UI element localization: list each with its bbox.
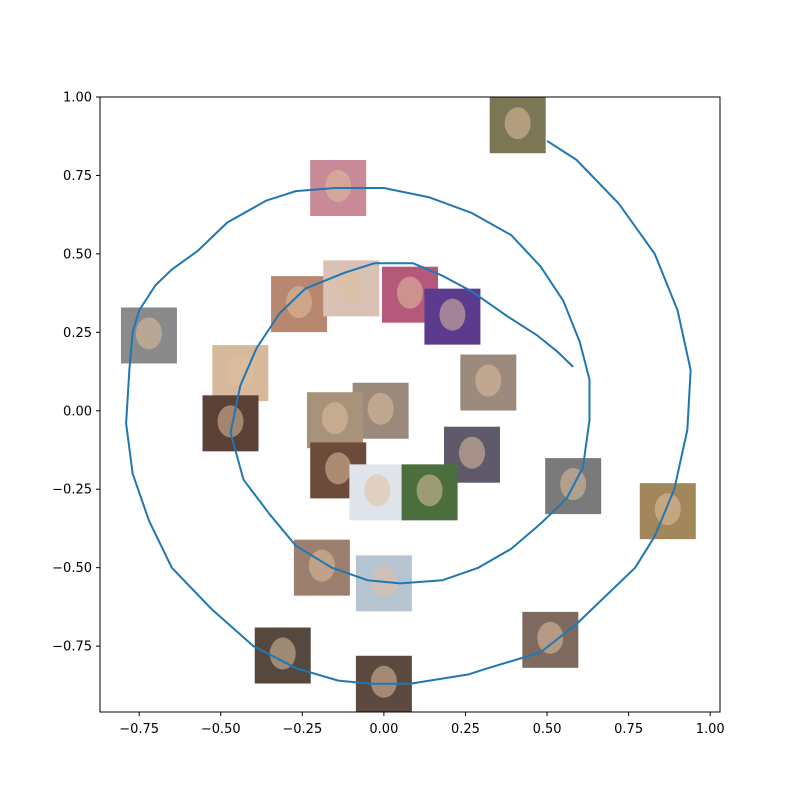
face-woman-blonde-braids — [522, 611, 579, 668]
face-woman-smile — [271, 276, 328, 333]
y-tick-label: 1.00 — [63, 91, 92, 106]
y-tick-label: 0.75 — [63, 169, 92, 184]
thumbnail-layer — [120, 97, 696, 712]
face-girl-outdoor — [401, 464, 458, 521]
face-icon — [364, 474, 391, 507]
x-tick-label: 1.00 — [696, 722, 725, 737]
face-icon — [654, 493, 681, 526]
face-icon — [217, 405, 244, 438]
y-tick-label: −0.75 — [52, 640, 92, 655]
face-icon — [537, 621, 564, 654]
x-tick-label: −0.75 — [119, 722, 159, 737]
face-man-headset — [254, 627, 311, 684]
face-boy — [212, 345, 269, 402]
face-icon — [325, 169, 352, 202]
x-tick-label: 0.75 — [614, 722, 643, 737]
series-line-layer — [125, 140, 692, 685]
face-icon — [397, 276, 423, 309]
x-tick-label: −0.50 — [201, 722, 241, 737]
face-icon — [504, 107, 531, 140]
face-icon — [227, 355, 254, 388]
face-man-headband — [639, 483, 696, 540]
face-icon — [269, 637, 296, 670]
face-icon — [367, 392, 394, 425]
x-tick-label: 0.25 — [451, 722, 480, 737]
y-tick-label: −0.50 — [52, 561, 92, 576]
x-tick-label: 0.50 — [533, 722, 562, 737]
y-axis: −0.75 −0.50 −0.25 0.00 0.25 0.50 0.75 1.00 — [52, 91, 100, 655]
face-icon — [286, 286, 313, 319]
face-icon — [459, 436, 485, 469]
face-camera — [120, 307, 177, 364]
y-tick-label: 0.50 — [63, 247, 92, 262]
y-tick-label: 0.00 — [63, 404, 92, 419]
face-icon — [370, 665, 397, 698]
face-baby-lying — [349, 464, 406, 521]
x-tick-label: −0.25 — [282, 722, 322, 737]
face-icon — [135, 317, 162, 350]
face-old-man — [293, 539, 350, 596]
face-icon — [416, 474, 443, 507]
face-icon — [308, 549, 335, 582]
face-icon — [439, 298, 466, 331]
series-line-0 — [125, 140, 692, 685]
face-baby-hat — [424, 288, 481, 345]
face-icon — [325, 452, 352, 485]
face-icon — [321, 402, 348, 435]
face-man-smile — [460, 354, 517, 411]
face-icon — [475, 364, 502, 397]
face-woman-center — [306, 392, 363, 449]
face-icon — [338, 270, 365, 303]
face-girl-hair — [202, 395, 259, 452]
face-top-right — [489, 97, 546, 154]
axes-frame — [99, 96, 721, 713]
y-tick-label: −0.25 — [52, 483, 92, 498]
x-axis: −0.75 −0.50 −0.25 0.00 0.25 0.50 0.75 1.00 — [119, 712, 725, 737]
face-woman-surprised — [323, 260, 380, 317]
x-tick-label: 0.00 — [369, 722, 398, 737]
y-tick-label: 0.25 — [63, 326, 92, 341]
